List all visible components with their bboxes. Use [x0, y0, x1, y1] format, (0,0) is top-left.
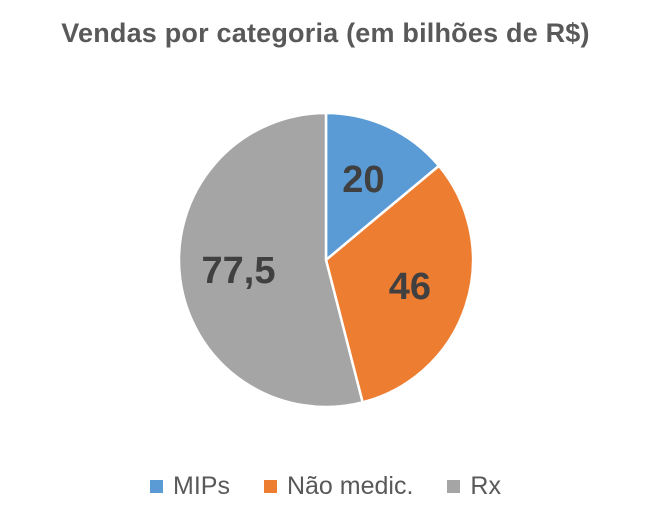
data-label-rx: 77,5: [202, 250, 276, 292]
legend-swatch-nao-medic: [263, 480, 277, 493]
legend-swatch-mips: [150, 480, 164, 493]
pie-slice-nao-medic[interactable]: [324, 164, 475, 404]
legend-item-nao-medic[interactable]: Não medic.: [263, 472, 414, 501]
data-label-mips: 20: [342, 159, 384, 201]
legend-item-rx[interactable]: Rx: [447, 472, 501, 501]
legend-swatch-rx: [447, 480, 461, 493]
legend: MIPs Não medic. Rx: [0, 472, 651, 501]
pie-slice-mips[interactable]: [324, 111, 441, 262]
legend-label-mips: MIPs: [173, 472, 230, 500]
pie-slice-rx[interactable]: [177, 111, 364, 409]
legend-label-rx: Rx: [470, 472, 501, 500]
legend-item-mips[interactable]: MIPs: [150, 472, 230, 501]
legend-label-nao-medic: Não medic.: [286, 472, 414, 500]
data-label-nao-medic: 46: [389, 266, 431, 308]
chart-title: Vendas por categoria (em bilhões de R$): [61, 18, 590, 48]
